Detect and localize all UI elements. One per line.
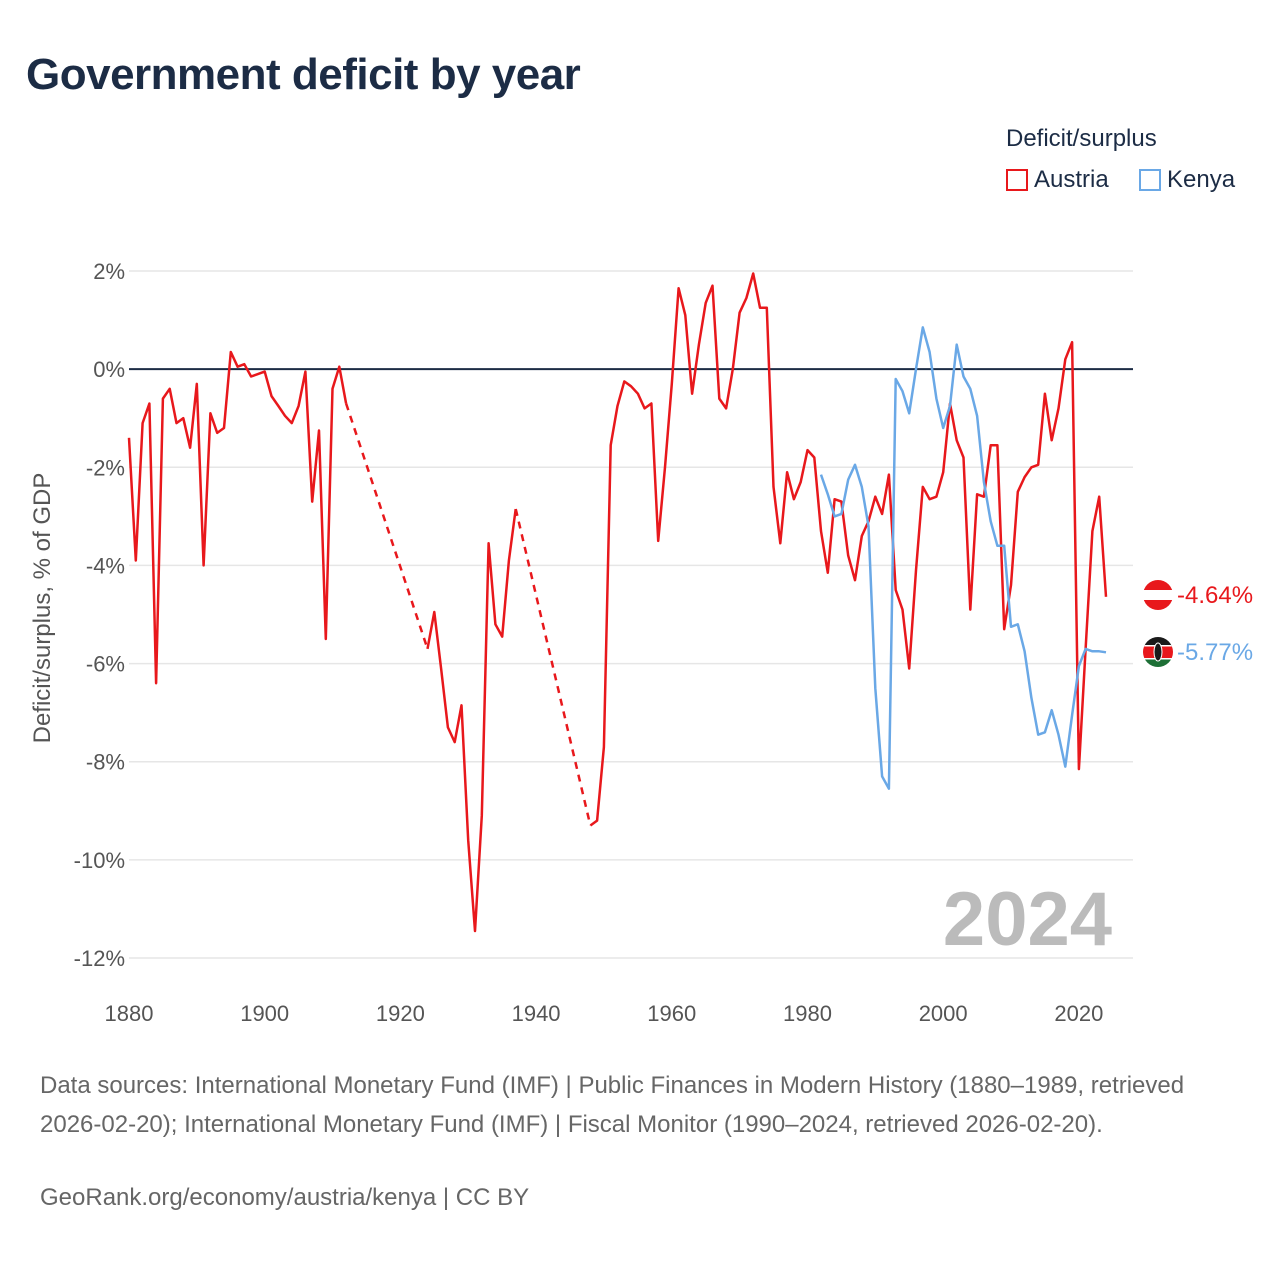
y-tick-label: 0% <box>93 357 125 382</box>
x-tick-label: 2020 <box>1054 1001 1103 1026</box>
legend-item-kenya[interactable]: Kenya <box>1139 166 1235 194</box>
y-axis-label: Deficit/surplus, % of GDP <box>29 473 56 744</box>
x-axis: 1880 1900 1920 1940 1960 1980 2000 2020 <box>105 1001 1104 1026</box>
chart-title: Government deficit by year <box>26 50 581 99</box>
x-tick-label: 1920 <box>376 1001 425 1026</box>
x-tick-label: 1980 <box>783 1001 832 1026</box>
series-line-austria <box>589 272 1108 827</box>
legend-item-austria[interactable]: Austria <box>1006 166 1109 194</box>
series-gap-austria <box>514 508 592 826</box>
line-chart: 2% 0% -2% -4% -6% -8% -10% -12% 1880 1900 1920 194… <box>29 259 1253 1026</box>
y-tick-label: 2% <box>93 259 125 284</box>
y-tick-label: -6% <box>86 652 125 677</box>
y-tick-label: -8% <box>86 750 125 775</box>
series-layer <box>127 272 1108 933</box>
x-tick-label: 1940 <box>512 1001 561 1026</box>
austria-flag-icon <box>1143 580 1173 610</box>
year-annotation: 2024 <box>943 877 1112 962</box>
series-line-austria <box>426 508 517 933</box>
y-tick-label: -12% <box>74 946 125 971</box>
series-gap-austria <box>344 403 429 650</box>
legend-swatch-austria <box>1006 169 1028 191</box>
gridlines <box>129 270 1133 959</box>
x-tick-label: 1880 <box>105 1001 154 1026</box>
end-label-austria: -4.64% <box>1177 582 1253 609</box>
legend-label-kenya: Kenya <box>1167 166 1236 193</box>
y-tick-label: -4% <box>86 553 125 578</box>
y-tick-label: -2% <box>86 455 125 480</box>
x-tick-label: 1900 <box>240 1001 289 1026</box>
y-axis: 2% 0% -2% -4% -6% -8% -10% -12% <box>74 259 125 971</box>
x-tick-label: 2000 <box>919 1001 968 1026</box>
series-line-kenya <box>819 326 1107 790</box>
x-tick-label: 1960 <box>647 1001 696 1026</box>
legend-title: Deficit/surplus <box>1006 125 1157 152</box>
source-note: Data sources: International Monetary Fun… <box>40 1072 1185 1138</box>
legend-swatch-kenya <box>1139 169 1161 191</box>
series-line-austria <box>127 350 348 685</box>
kenya-flag-icon <box>1143 637 1173 667</box>
end-label-kenya: -5.77% <box>1177 639 1253 666</box>
credit-link[interactable]: GeoRank.org/economy/austria/kenya | CC B… <box>40 1184 530 1211</box>
y-tick-label: -10% <box>74 848 125 873</box>
legend-label-austria: Austria <box>1034 166 1109 193</box>
